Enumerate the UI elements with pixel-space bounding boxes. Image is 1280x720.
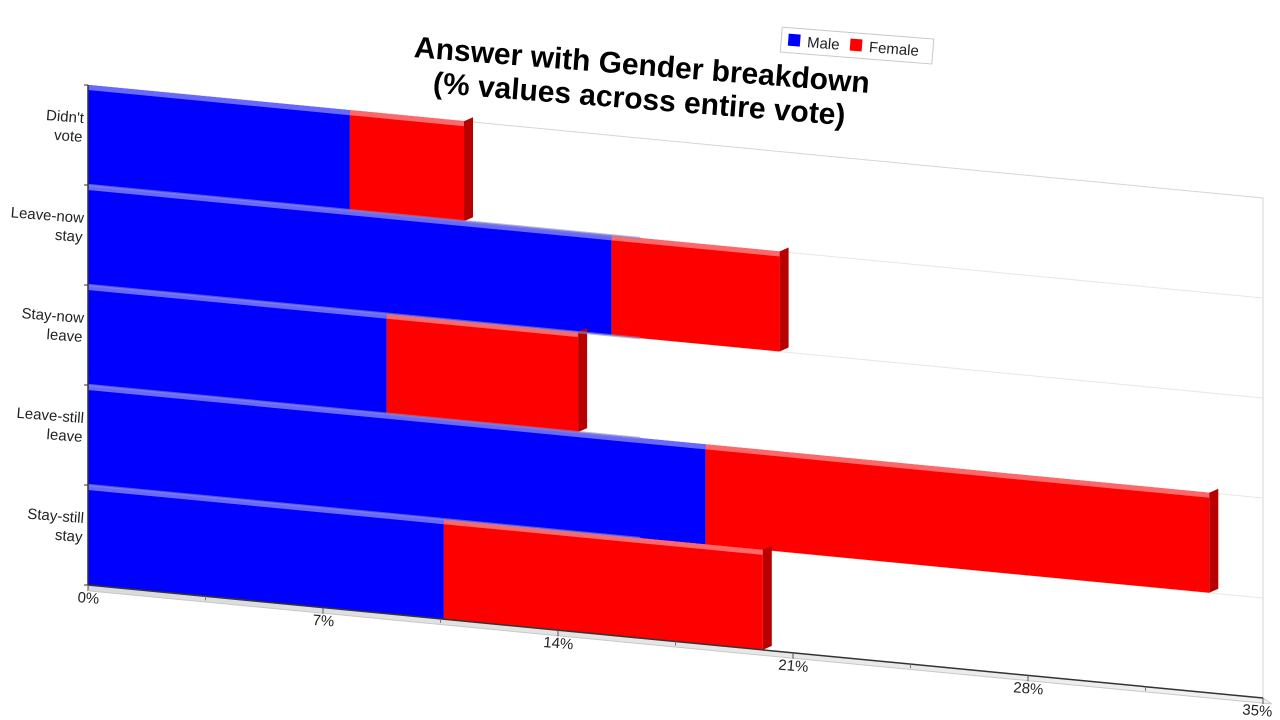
band-ridge	[87, 183, 641, 240]
legend-label-female: Female	[868, 39, 919, 60]
y-category-label: Leave-stillleave	[14, 405, 84, 446]
bar-female-2	[611, 235, 789, 352]
bar-male-1	[88, 85, 350, 211]
bar-female-1	[349, 110, 473, 222]
x-tick-label: 28%	[1013, 679, 1044, 698]
x-tick-label: 35%	[1242, 701, 1273, 720]
legend: Male Female	[779, 26, 935, 65]
y-category-label: Stay-stillstay	[25, 506, 85, 546]
x-tick-label: 14%	[543, 634, 574, 653]
y-category-label: Didn'tvote	[44, 107, 85, 146]
band-ridge	[87, 483, 641, 540]
legend-label-male: Male	[806, 34, 840, 53]
x-tick-label: 0%	[77, 589, 100, 608]
bar-female-3	[386, 313, 588, 433]
band-ridge	[87, 283, 641, 340]
bar-male-2	[88, 185, 612, 336]
bar-female-4	[705, 444, 1219, 593]
legend-swatch-female	[849, 38, 863, 52]
y-category-label: Leave-nowstay	[9, 204, 85, 246]
band-ridge	[87, 383, 641, 440]
x-tick-label: 7%	[312, 612, 335, 631]
legend-swatch-male	[787, 33, 801, 47]
y-category-label: Stay-nowleave	[19, 305, 84, 346]
x-tick-label: 21%	[778, 657, 809, 676]
